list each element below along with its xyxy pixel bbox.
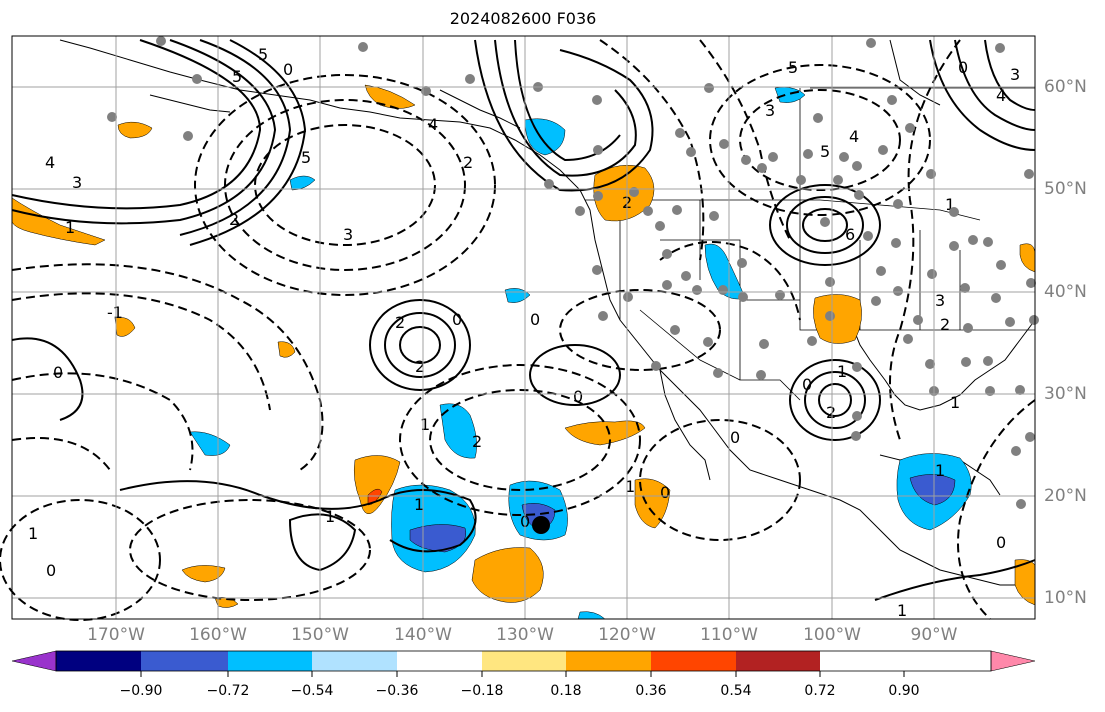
svg-text:0: 0: [996, 533, 1006, 552]
map-frame: [11, 35, 1036, 620]
colorbar-tick-label: 0.36: [635, 683, 667, 699]
colorbar-tick-label: 0.90: [888, 683, 920, 699]
svg-text:5: 5: [301, 148, 311, 167]
svg-text:2: 2: [463, 153, 473, 172]
map-title: 2024082600 F036: [449, 9, 597, 28]
svg-text:0: 0: [802, 375, 812, 394]
lon-label-120w: 120°W: [598, 625, 656, 645]
colorbar-segment: [397, 651, 482, 671]
svg-text:1: 1: [945, 195, 955, 214]
colorbar-segment: [56, 651, 141, 671]
svg-text:3: 3: [935, 291, 945, 310]
svg-text:4: 4: [996, 86, 1006, 105]
colorbar-segment: [736, 651, 820, 671]
svg-text:5: 5: [820, 142, 830, 161]
colorbar-segment: [228, 651, 312, 671]
colorbar: [11, 650, 1036, 677]
strong-positive-core: [367, 488, 383, 506]
svg-text:5: 5: [258, 45, 268, 64]
svg-text:0: 0: [46, 561, 56, 580]
lon-label-160w: 160°W: [189, 625, 247, 645]
svg-text:0: 0: [53, 363, 63, 382]
svg-text:6: 6: [845, 225, 855, 244]
svg-text:1: 1: [65, 218, 75, 237]
svg-text:2: 2: [472, 432, 482, 451]
svg-text:4: 4: [428, 115, 438, 134]
svg-text:0: 0: [530, 310, 540, 329]
colorbar-segment: [566, 651, 651, 671]
svg-text:3: 3: [72, 173, 82, 192]
map-plot-area: 431 -10 322 000 121 101 054 612 013 211 …: [0, 35, 1039, 621]
svg-text:0: 0: [660, 483, 670, 502]
station-dots: [107, 36, 1039, 509]
lon-label-130w: 130°W: [496, 625, 554, 645]
svg-text:4: 4: [45, 153, 55, 172]
svg-text:-1: -1: [107, 303, 123, 322]
svg-text:5: 5: [788, 58, 798, 77]
svg-text:1: 1: [625, 477, 635, 496]
svg-text:2: 2: [229, 210, 239, 229]
svg-text:0: 0: [730, 428, 740, 447]
lat-label-10n: 10°N: [1044, 588, 1087, 608]
colorbar-segment: [482, 651, 566, 671]
colorbar-segment: [141, 651, 228, 671]
svg-text:1: 1: [420, 415, 430, 434]
lon-label-140w: 140°W: [394, 625, 452, 645]
lat-label-60n: 60°N: [1044, 77, 1087, 97]
svg-text:5: 5: [232, 67, 242, 86]
graticule: [12, 36, 1035, 619]
svg-text:1: 1: [935, 461, 945, 480]
lon-label-150w: 150°W: [291, 625, 349, 645]
lon-label-100w: 100°W: [803, 625, 861, 645]
colorbar-tick-label: −0.18: [460, 683, 504, 699]
colorbar-tick-label: −0.90: [119, 683, 163, 699]
svg-text:0: 0: [452, 310, 462, 329]
lon-label-110w: 110°W: [700, 625, 758, 645]
svg-text:1: 1: [837, 362, 847, 381]
lat-label-20n: 20°N: [1044, 486, 1087, 506]
colorbar-segment: [651, 651, 736, 671]
svg-text:2: 2: [415, 357, 425, 376]
svg-text:2: 2: [395, 313, 405, 332]
svg-text:1: 1: [28, 524, 38, 543]
colorbar-tick-label: 0.54: [720, 683, 752, 699]
lat-label-30n: 30°N: [1044, 384, 1087, 404]
svg-text:3: 3: [343, 225, 353, 244]
lon-label-170w: 170°W: [87, 625, 145, 645]
dashed-contours: [0, 39, 1036, 621]
svg-text:1: 1: [325, 507, 335, 526]
svg-text:2: 2: [826, 403, 836, 422]
colorbar-tick-label: −0.54: [290, 683, 334, 699]
lat-label-40n: 40°N: [1044, 282, 1087, 302]
svg-text:2: 2: [940, 315, 950, 334]
svg-text:4: 4: [849, 127, 859, 146]
colorbar-segment: [312, 651, 397, 671]
coastlines: [59, 39, 1036, 586]
svg-text:1: 1: [897, 601, 907, 620]
svg-text:1: 1: [950, 393, 960, 412]
storm-center-marker: [532, 516, 550, 534]
svg-text:3: 3: [765, 101, 775, 120]
lon-label-90w: 90°W: [910, 625, 958, 645]
colorbar-tick-label: 0.72: [804, 683, 836, 699]
svg-text:3: 3: [1010, 65, 1020, 84]
svg-text:0: 0: [573, 387, 583, 406]
solid-contours: [11, 39, 1036, 601]
svg-text:0: 0: [283, 60, 293, 79]
colorbar-tick-label: −0.36: [375, 683, 419, 699]
colorbar-tick-label: 0.18: [550, 683, 582, 699]
colorbar-tick-label: −0.72: [206, 683, 250, 699]
svg-text:1: 1: [414, 495, 424, 514]
lat-label-50n: 50°N: [1044, 179, 1087, 199]
svg-text:0: 0: [958, 58, 968, 77]
